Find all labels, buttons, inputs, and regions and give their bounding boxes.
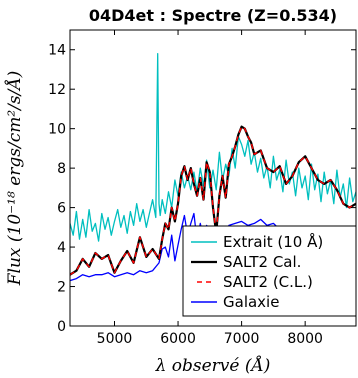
y-tick-label: 4 [57, 240, 66, 256]
legend-label: SALT2 (C.L.) [223, 273, 313, 291]
x-tick-label: 6000 [160, 331, 196, 347]
y-tick-label: 2 [57, 280, 66, 296]
y-tick-label: 10 [48, 122, 66, 138]
series-line-extrait-10 [70, 53, 356, 242]
legend-label: Extrait (10 Å) [223, 232, 323, 251]
y-tick-label: 14 [48, 43, 66, 59]
y-tick-label: 6 [57, 201, 66, 217]
legend-box [182, 225, 357, 317]
plot-frame [69, 29, 357, 327]
y-tick-label: 8 [57, 161, 66, 177]
x-axis-label: λ observé (Å) [155, 355, 271, 376]
legend-label: Galaxie [223, 293, 279, 311]
legend: Extrait (10 Å) SALT2 Cal. SALT2 (C.L.) Gala… [182, 225, 357, 317]
legend-label: SALT2 Cal. [223, 253, 301, 271]
series-line-salt2-c-l [70, 126, 356, 276]
y-axis-label: Flux (10⁻¹⁸ ergs/cm²/s/Å) [4, 71, 25, 287]
axis-ticks: 5000 6000 7000 8000 0 2 4 6 8 10 12 14 [48, 30, 356, 347]
chart-title: 04D4et : Spectre (Z=0.534) [89, 6, 337, 25]
x-tick-label: 7000 [224, 331, 260, 347]
y-tick-label: 12 [48, 82, 66, 98]
x-tick-label: 5000 [97, 331, 133, 347]
x-tick-label: 8000 [287, 331, 323, 347]
y-tick-label: 0 [57, 319, 66, 335]
